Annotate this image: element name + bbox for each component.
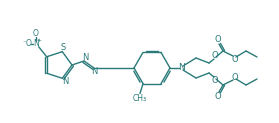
Text: O: O bbox=[214, 35, 221, 44]
Text: N: N bbox=[178, 63, 185, 72]
Text: O: O bbox=[212, 76, 218, 85]
Text: O: O bbox=[26, 39, 32, 48]
Text: +: + bbox=[36, 38, 41, 43]
Text: S: S bbox=[61, 43, 66, 52]
Text: O: O bbox=[212, 51, 218, 60]
Text: N: N bbox=[91, 68, 97, 77]
Text: O: O bbox=[232, 72, 238, 82]
Text: O: O bbox=[33, 29, 39, 38]
Text: ⁻: ⁻ bbox=[23, 41, 27, 47]
Text: N: N bbox=[82, 53, 88, 62]
Text: O: O bbox=[214, 92, 221, 101]
Text: O: O bbox=[232, 54, 238, 63]
Text: N: N bbox=[62, 77, 69, 86]
Text: CH₃: CH₃ bbox=[133, 94, 147, 103]
Text: N: N bbox=[33, 39, 39, 48]
